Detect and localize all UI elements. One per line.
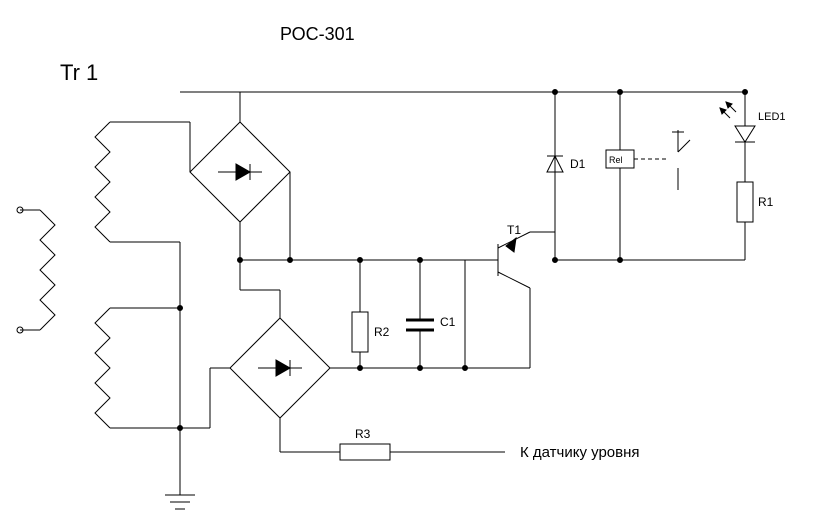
capacitor-c1: C1 [406, 260, 456, 368]
led1-label: LED1 [758, 111, 786, 123]
bridge-rectifier-2 [230, 318, 330, 418]
d1-label: D1 [570, 157, 586, 171]
relay-rel: Rel [606, 92, 690, 260]
r2-label: R2 [374, 325, 390, 339]
c1-label: C1 [440, 315, 456, 329]
transistor-t1: T1 [480, 223, 530, 288]
transformer-secondary-upper [95, 122, 130, 242]
circuit-schematic: РОС-301 Tr 1 [0, 0, 819, 529]
transformer-primary [17, 207, 55, 333]
bridge-rectifier-1 [190, 122, 290, 222]
resistor-r2: R2 [352, 260, 390, 368]
sensor-label: К датчику уровня [520, 444, 640, 461]
rel-label: Rel [609, 155, 623, 165]
transformer-label: Tr 1 [60, 60, 98, 85]
transformer-secondary-lower [95, 308, 130, 428]
ground-symbol [165, 495, 195, 509]
r3-label: R3 [355, 427, 371, 441]
diode-d1: D1 [547, 92, 586, 232]
r1-label: R1 [758, 195, 774, 209]
resistor-r1: R1 [737, 182, 774, 260]
resistor-r3: R3 [280, 427, 390, 460]
led-led1: LED1 [720, 92, 786, 182]
page-title: РОС-301 [280, 24, 355, 44]
t1-label: T1 [507, 223, 521, 237]
